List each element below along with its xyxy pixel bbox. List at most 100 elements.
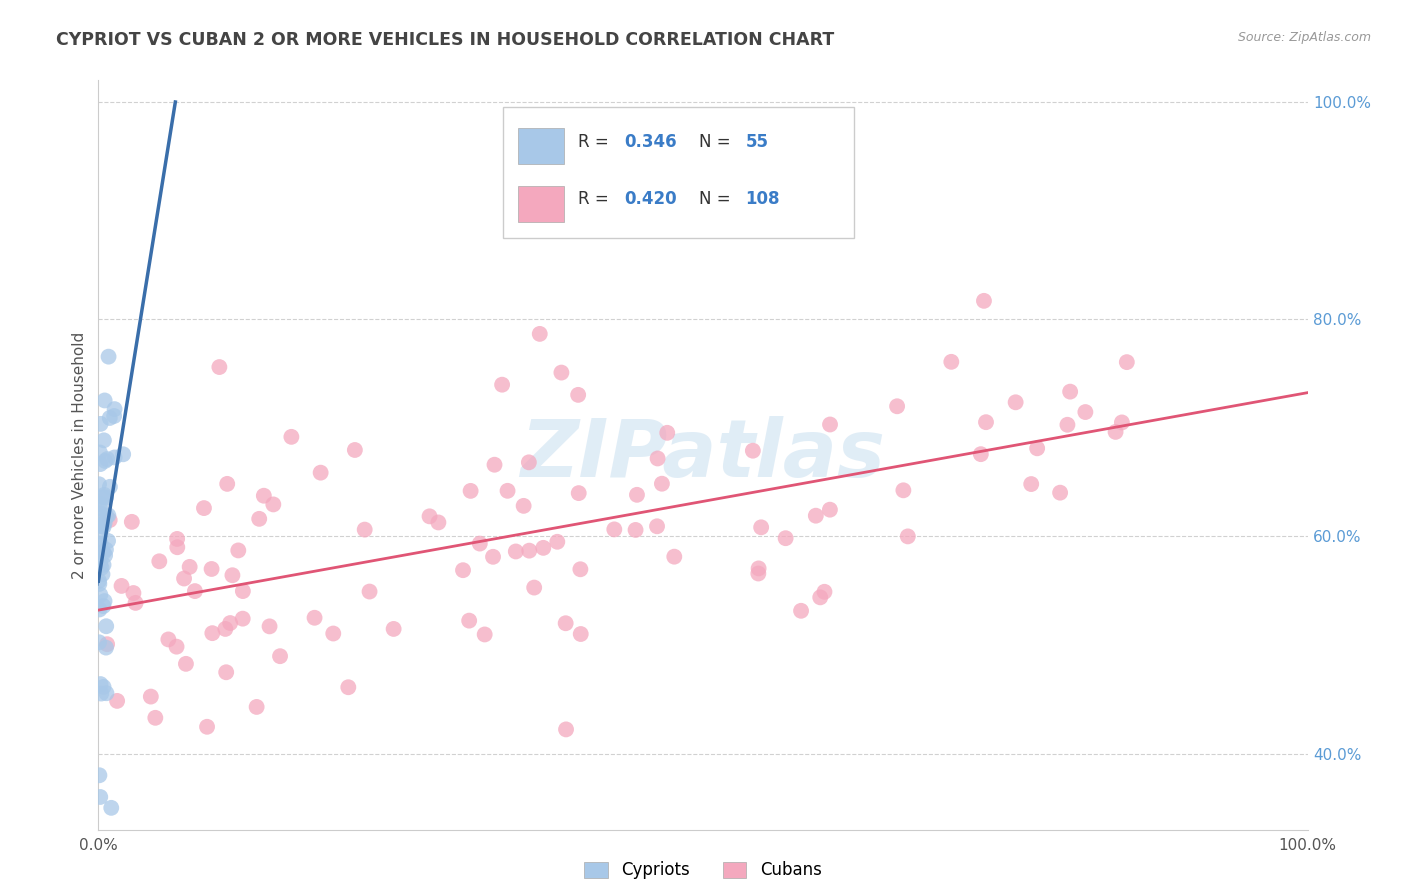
Point (105, 694, 128, 708)
Point (651, 476, 673, 491)
Point (173, 572, 195, 586)
Point (353, 523, 375, 537)
Point (90, 536, 112, 550)
Point (505, 544, 527, 558)
Point (491, 377, 513, 392)
Point (174, 657, 197, 671)
Point (148, 554, 170, 568)
Point (1104, 425, 1126, 439)
Point (269, 649, 291, 664)
Point (94, 454, 117, 468)
Text: 55: 55 (745, 133, 768, 151)
Point (451, 563, 474, 577)
Point (657, 425, 679, 440)
Point (1115, 355, 1137, 369)
Point (91, 567, 114, 582)
Point (93, 520, 115, 534)
Point (94, 542, 117, 557)
Point (98, 513, 121, 527)
Point (110, 579, 132, 593)
Point (89, 602, 111, 616)
Text: 108: 108 (745, 190, 780, 209)
Point (89, 768, 111, 782)
Point (554, 616, 576, 631)
Point (523, 581, 546, 595)
Point (143, 711, 166, 725)
Point (93, 680, 115, 694)
Point (94, 549, 117, 563)
Point (1019, 477, 1042, 491)
Point (517, 543, 540, 558)
Point (201, 626, 224, 640)
Point (474, 627, 496, 641)
Point (482, 549, 505, 564)
Point (309, 466, 332, 480)
Point (626, 488, 648, 502)
Point (90, 687, 112, 701)
Point (89, 677, 111, 691)
Point (460, 483, 482, 498)
Point (517, 455, 540, 469)
Text: R =: R = (578, 133, 614, 151)
Point (93, 488, 115, 502)
Text: R =: R = (578, 190, 614, 209)
Point (166, 640, 188, 654)
Point (103, 402, 125, 417)
Point (121, 515, 143, 529)
Point (219, 615, 242, 630)
Point (87, 635, 110, 649)
Point (193, 501, 215, 516)
Legend: Cypriots, Cubans: Cypriots, Cubans (585, 861, 821, 880)
Point (512, 499, 534, 513)
Point (96, 619, 118, 633)
Point (337, 680, 360, 694)
Point (87, 477, 110, 491)
Point (124, 596, 146, 610)
Point (1111, 416, 1133, 430)
Point (94, 640, 117, 655)
Point (97, 533, 120, 548)
Point (1056, 417, 1078, 432)
Point (90, 497, 112, 511)
Point (96, 452, 118, 467)
Point (253, 489, 276, 503)
Point (98, 411, 121, 425)
Point (98, 480, 121, 494)
Point (818, 502, 841, 516)
Point (741, 443, 763, 458)
Point (100, 801, 122, 815)
FancyBboxPatch shape (503, 106, 855, 237)
Point (122, 586, 145, 600)
Point (647, 451, 669, 466)
Point (179, 560, 201, 574)
Point (217, 476, 239, 491)
Point (569, 627, 592, 641)
Point (96, 637, 118, 651)
Point (195, 720, 218, 734)
Point (343, 442, 366, 457)
Point (973, 293, 995, 308)
Point (215, 665, 238, 680)
Point (382, 622, 405, 636)
Point (93, 434, 115, 448)
Point (96, 509, 118, 524)
Point (970, 447, 993, 461)
Point (419, 509, 441, 524)
Point (531, 541, 554, 555)
Point (90, 561, 112, 575)
Point (103, 409, 125, 423)
Point (96, 686, 118, 700)
Point (93, 594, 115, 608)
Point (90, 519, 112, 533)
Point (280, 430, 302, 444)
Text: CYPRIOT VS CUBAN 2 OR MORE VEHICLES IN HOUSEHOLD CORRELATION CHART: CYPRIOT VS CUBAN 2 OR MORE VEHICLES IN H… (56, 31, 835, 49)
Point (93, 558, 115, 572)
Point (322, 626, 344, 640)
Point (87, 574, 110, 588)
Point (1059, 384, 1081, 399)
Point (97, 350, 120, 364)
Point (232, 612, 254, 626)
Point (93, 599, 115, 613)
Point (247, 512, 270, 526)
Point (1004, 395, 1026, 409)
